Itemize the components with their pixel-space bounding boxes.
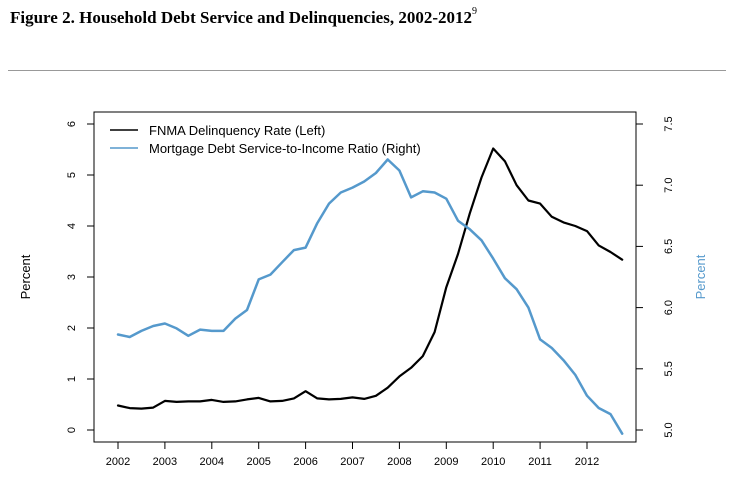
- legend-label: Mortgage Debt Service-to-Income Ratio (R…: [149, 141, 421, 156]
- left-tick-label: 4: [66, 223, 78, 229]
- figure-title: Figure 2. Household Debt Service and Del…: [10, 6, 477, 28]
- x-tick-label: 2010: [481, 456, 505, 468]
- series-line-fnma-delinquency: [116, 147, 624, 410]
- title-divider: [8, 70, 726, 71]
- x-tick-label: 2006: [293, 456, 317, 468]
- right-tick-label: 5.0: [663, 422, 675, 437]
- x-tick-label: 2004: [200, 456, 224, 468]
- x-tick-label: 2007: [340, 456, 364, 468]
- left-tick-label: 0: [66, 427, 78, 433]
- plot-frame: [93, 111, 637, 443]
- series-line-debt-service-ratio: [116, 158, 624, 435]
- left-tick-label: 6: [66, 121, 78, 127]
- right-tick-label: 5.5: [663, 361, 675, 376]
- left-tick-label: 3: [66, 274, 78, 280]
- footnote-marker: 9: [472, 6, 477, 18]
- x-tick-label: 2003: [153, 456, 177, 468]
- left-tick-label: 1: [66, 376, 78, 382]
- series-lines: [116, 147, 624, 435]
- x-tick-label: 2008: [387, 456, 411, 468]
- x-tick-label: 2009: [434, 456, 458, 468]
- figure-title-text: Figure 2. Household Debt Service and Del…: [10, 8, 472, 27]
- x-axis: 2002 2003 2004 2005 2006 2007 2008 2009 2010 2011…: [106, 441, 599, 468]
- left-y-axis: 0 1 2 3 4 5 6: [66, 121, 95, 433]
- x-tick-label: 2002: [106, 456, 130, 468]
- left-tick-label: 5: [66, 172, 78, 178]
- x-tick-label: 2011: [528, 456, 552, 468]
- right-y-axis: 5.0 5.5 6.0 6.5 7.0 7.5: [635, 116, 675, 438]
- right-tick-label: 6.0: [663, 300, 675, 315]
- right-axis-label: Percent: [693, 254, 708, 299]
- left-tick-label: 2: [66, 325, 78, 331]
- x-tick-label: 2005: [246, 456, 270, 468]
- right-tick-label: 7.5: [663, 116, 675, 131]
- x-tick-label: 2012: [575, 456, 599, 468]
- legend-label: FNMA Delinquency Rate (Left): [149, 123, 325, 138]
- right-tick-label: 6.5: [663, 239, 675, 254]
- right-tick-label: 7.0: [663, 178, 675, 193]
- legend: FNMA Delinquency Rate (Left) Mortgage Deb…: [110, 123, 421, 156]
- left-axis-label: Percent: [18, 254, 33, 299]
